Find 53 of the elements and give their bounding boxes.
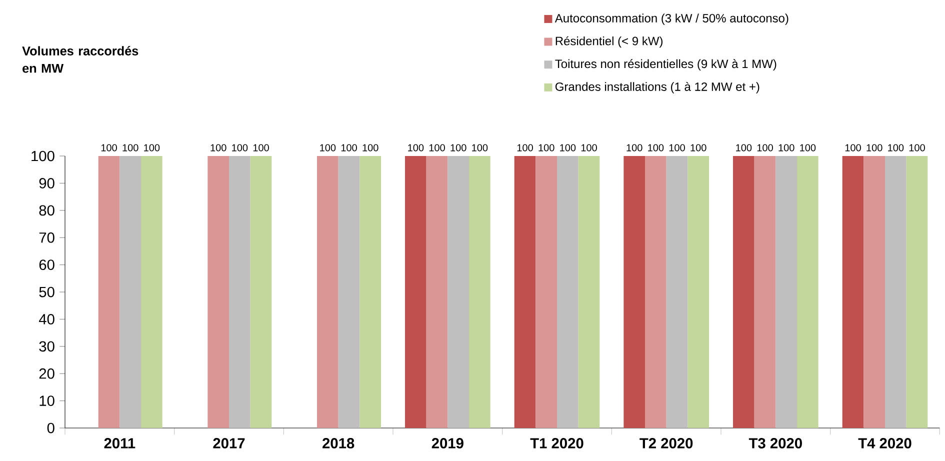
data-label: 100 [253, 144, 269, 152]
data-label: 100 [517, 144, 533, 152]
y-tick-label: 30 [39, 341, 54, 352]
y-tick-label: 60 [39, 260, 54, 270]
data-label: 100 [581, 144, 597, 152]
x-tick-label: T3 2020 [748, 438, 802, 448]
data-label: 100 [690, 144, 706, 152]
x-tick-label: T2 2020 [640, 438, 693, 448]
data-label: 100 [341, 144, 357, 152]
text: Volumes raccordés en MW [22, 46, 138, 73]
data-label: 100 [538, 144, 554, 152]
data-label: 100 [757, 144, 773, 152]
x-tick-label: T1 2020 [530, 438, 584, 448]
data-label: 100 [778, 144, 794, 152]
data-label: 100 [429, 144, 445, 152]
data-label: 100 [888, 144, 904, 152]
x-tick-label: 2018 [322, 438, 354, 448]
data-label: 100 [560, 144, 576, 152]
y-tick-label: 70 [39, 232, 54, 243]
data-label: 100 [866, 144, 882, 152]
y-tick-label: 0 [47, 422, 54, 434]
data-label: 100 [210, 144, 226, 152]
y-tick-label: 50 [39, 286, 54, 298]
y-tick-label: 40 [38, 314, 54, 324]
x-tick-label: 2019 [432, 438, 464, 448]
data-label: 100 [122, 144, 138, 152]
y-tick-label: 10 [40, 396, 54, 406]
data-label: 100 [144, 144, 160, 152]
y-tick-label: 90 [39, 178, 54, 188]
y-tick-label: 80 [39, 205, 54, 216]
y-tick-label: 20 [39, 368, 54, 379]
data-label: 100 [408, 144, 424, 152]
x-tick-label: 2017 [213, 438, 245, 448]
data-label: 100 [362, 144, 378, 152]
legend-label: Résidentiel (< 9 kW) [556, 36, 662, 48]
y-tick-label: 100 [32, 150, 54, 162]
data-label: 100 [320, 144, 336, 152]
data-label: 100 [450, 144, 466, 152]
data-label: 100 [232, 144, 248, 152]
data-label: 100 [472, 144, 488, 152]
data-label: 100 [909, 144, 925, 152]
data-label: 100 [800, 144, 816, 152]
x-tick-label: T4 2020 [858, 438, 912, 448]
legend-label: Autoconsommation (3 kW / 50% autoconso) [554, 14, 788, 25]
x-tick-label: 2011 [104, 438, 136, 448]
data-label: 100 [626, 144, 642, 152]
data-label: 100 [845, 144, 861, 152]
legend-label: Grandes installations (1 à 12 MW et +) [555, 82, 760, 94]
data-label: 100 [736, 144, 752, 152]
data-label: 100 [669, 144, 685, 152]
data-label: 100 [101, 144, 117, 152]
data-label: 100 [648, 144, 664, 152]
legend-label: Toitures non résidentielles (9 kW à 1 MW) [555, 59, 776, 70]
